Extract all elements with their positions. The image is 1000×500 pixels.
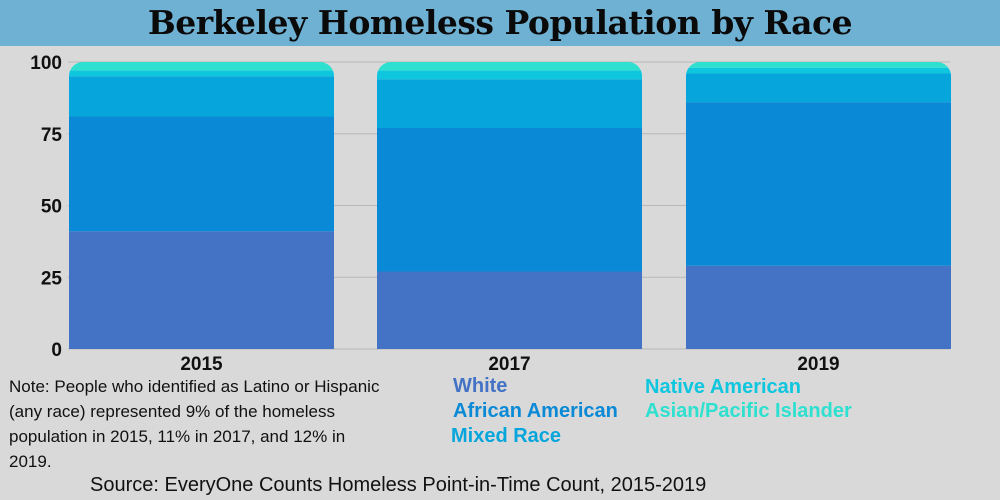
legend-item-asian-pacific-islander: Asian/Pacific Islander (645, 400, 852, 422)
bar-segment-asian-pacific-islander-2017 (377, 62, 642, 71)
y-tick-label: 50 (41, 197, 62, 218)
y-tick-label: 0 (51, 340, 62, 361)
bar-segment-native-american-2019 (686, 67, 951, 74)
legend-item-mixed-race: Mixed Race (451, 425, 562, 447)
x-tick-label: 2019 (797, 354, 839, 375)
x-tick-label: 2017 (488, 354, 530, 375)
title-band (0, 0, 1000, 46)
bar-stack-2019 (686, 62, 951, 349)
bar-segment-african-american-2019 (686, 102, 951, 266)
footnote: Note: People who identified as Latino or… (9, 377, 380, 471)
x-tick-label: 2015 (180, 354, 223, 375)
bar-segment-asian-pacific-islander-2015 (69, 62, 334, 71)
bar-segment-white-2019 (686, 265, 951, 349)
y-tick-label: 25 (41, 268, 63, 289)
bar-segment-native-american-2015 (69, 70, 334, 77)
bar-segment-mixed-race-2015 (69, 76, 334, 117)
bar-segment-mixed-race-2017 (377, 79, 642, 129)
legend-item-white: White (453, 375, 508, 397)
bar-segment-mixed-race-2019 (686, 73, 951, 103)
stacked-bar-chart: 0 25 50 75 100 2015 2017 2019 (30, 53, 951, 375)
bar-segment-white-2017 (377, 271, 642, 349)
bar-stack-2017 (377, 62, 642, 349)
source-note: Source: EveryOne Counts Homeless Point-i… (90, 474, 707, 496)
bar-segment-native-american-2017 (377, 70, 642, 80)
bar-segment-african-american-2015 (69, 116, 334, 232)
bar-segment-african-american-2017 (377, 128, 642, 272)
bar-segment-asian-pacific-islander-2019 (686, 62, 951, 68)
legend-item-native-american: Native American (645, 376, 801, 398)
bar-segment-white-2015 (69, 231, 334, 349)
bar-stack-2015 (69, 62, 334, 349)
y-tick-label: 75 (41, 125, 63, 146)
y-tick-label: 100 (30, 53, 62, 74)
chart-title: Berkeley Homeless Population by Race (147, 3, 853, 42)
legend-item-african-american: African American (453, 400, 618, 422)
